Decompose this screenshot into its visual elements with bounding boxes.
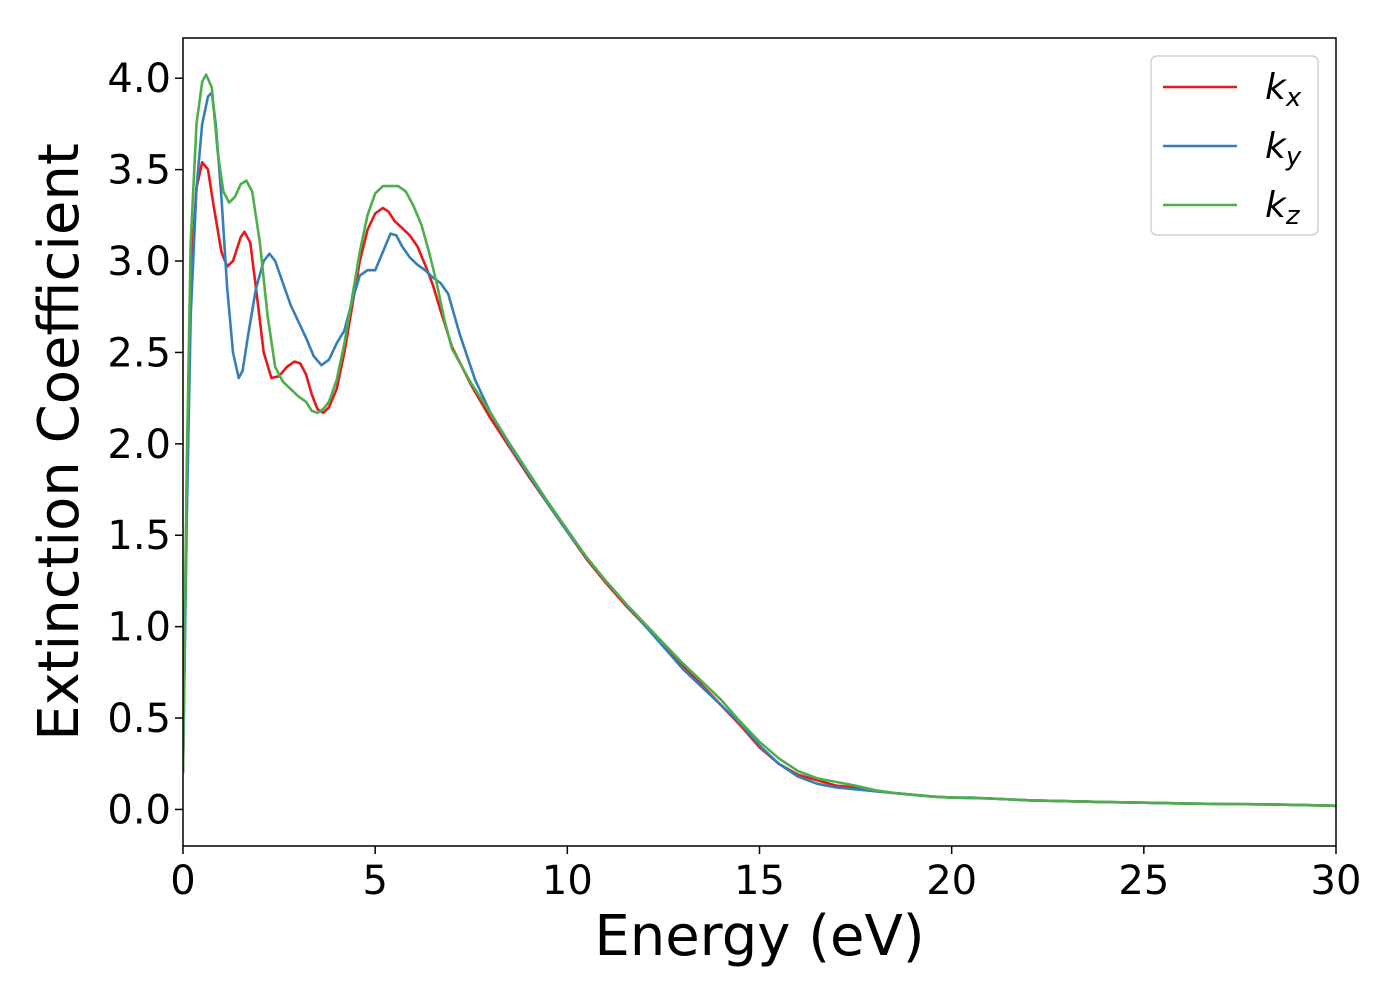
legend-label-ky: ky: [1265, 126, 1302, 172]
y-tick-label: 3.0: [107, 239, 171, 285]
y-tick-label: 4.0: [107, 56, 171, 102]
x-tick-label: 30: [1311, 858, 1362, 904]
y-tick-label: 1.0: [107, 605, 171, 651]
legend-label-kz: kz: [1265, 185, 1301, 231]
x-tick-label: 10: [542, 858, 593, 904]
y-tick-label: 0.5: [107, 696, 171, 742]
x-axis: 0 5 10 15 20 25 30: [170, 846, 1361, 904]
y-tick-label: 1.5: [107, 513, 171, 559]
y-tick-label: 3.5: [107, 148, 171, 194]
x-tick-label: 0: [170, 858, 195, 904]
y-tick-label: 2.0: [107, 422, 171, 468]
y-axis-label: Extinction Coefficient: [27, 143, 92, 741]
x-tick-label: 15: [734, 858, 785, 904]
legend: kx ky kz: [1150, 55, 1319, 236]
x-tick-label: 5: [362, 858, 387, 904]
series-layer: [183, 73, 1336, 808]
series-line-kz: [183, 73, 1336, 808]
legend-label-kx: kx: [1265, 67, 1302, 113]
y-tick-label: 0.0: [107, 787, 171, 833]
x-tick-label: 20: [926, 858, 977, 904]
y-axis: 0.0 0.5 1.0 1.5 2.0 2.5 3.0 3.5 4.0: [107, 56, 183, 833]
series-line-kx: [183, 161, 1336, 808]
y-tick-label: 2.5: [107, 330, 171, 376]
x-axis-label: Energy (eV): [594, 904, 924, 969]
x-tick-label: 25: [1118, 858, 1169, 904]
